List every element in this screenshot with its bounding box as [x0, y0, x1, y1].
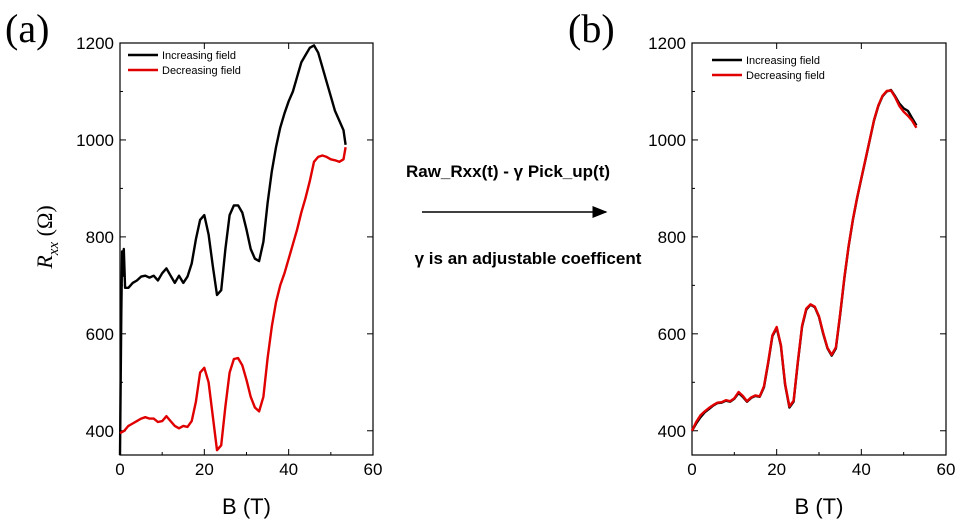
panel-b-label: (b): [568, 6, 615, 51]
panel-a-plot-frame: [119, 42, 374, 456]
x-tick-label: 0: [687, 460, 696, 479]
x-tick-label: 60: [364, 460, 383, 479]
y-tick-label: 400: [86, 422, 114, 441]
legend-label-increasing: Increasing field: [746, 55, 820, 67]
y-tick-label: 600: [86, 325, 114, 344]
legend-label-increasing: Increasing field: [162, 50, 236, 62]
panel-b-series-increasing-line: [690, 88, 918, 432]
y-tick-label: 1200: [648, 34, 686, 53]
y-tick-label: 1000: [648, 131, 686, 150]
panel-b-plot-frame: [691, 42, 947, 456]
legend-label-decreasing: Decreasing field: [162, 65, 241, 77]
gamma-note-annotation: γ is an adjustable coefficent: [415, 249, 642, 268]
x-tick-label: 40: [279, 460, 298, 479]
panel-a-series-increasing-line: [118, 44, 347, 456]
y-tick-label: 600: [658, 325, 686, 344]
x-axis-title: B (T): [222, 494, 271, 519]
x-axis-title: B (T): [795, 494, 844, 519]
y-axis-title: Rxx (Ω): [32, 205, 62, 269]
panel-a-label: (a): [5, 6, 49, 51]
y-tick-label: 800: [86, 228, 114, 247]
x-tick-label: 40: [852, 460, 871, 479]
legend-label-decreasing: Decreasing field: [746, 70, 825, 82]
x-tick-label: 20: [767, 460, 786, 479]
panel-a-series-decreasing-line: [119, 146, 347, 452]
x-tick-label: 0: [115, 460, 124, 479]
y-tick-label: 800: [658, 228, 686, 247]
panel-b-series-decreasing-line: [690, 89, 918, 432]
y-tick-label: 400: [658, 422, 686, 441]
panel-a-chart: (a) 0 20 40 60 400 600 800 1000 1200 B (T) Rxx (Ω) I…: [5, 6, 382, 519]
formula-annotation: Raw_Rxx(t) - γ Pick_up(t): [406, 162, 610, 181]
x-tick-label: 20: [195, 460, 214, 479]
panel-b-chart: (b) 0 20 40 60 400 600 800 1000 1200 B (T) Increasi…: [568, 6, 955, 519]
x-tick-label: 60: [937, 460, 956, 479]
y-tick-label: 1000: [76, 131, 114, 150]
y-tick-label: 1200: [76, 34, 114, 53]
